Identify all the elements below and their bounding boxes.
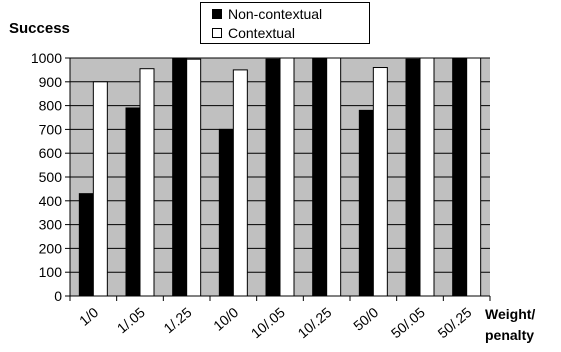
x-tick-label-0: 1/0 [76,304,101,329]
bar-non-contextual-6 [358,109,374,297]
bar-contextual-0 [92,81,108,297]
y-tick-label-0: 0 [54,288,62,304]
x-tick-label-5: 10/.25 [294,304,334,341]
bar-contextual-5 [326,57,342,297]
bar-non-contextual-1 [125,107,141,297]
y-tick-label-800: 800 [39,98,63,114]
legend: Non-contextual Contextual [200,2,370,44]
y-tick-label-1000: 1000 [31,50,62,66]
bar-non-contextual-0 [78,193,94,297]
bar-non-contextual-8 [452,57,468,297]
x-tick-label-1: 1/.05 [114,304,148,336]
bar-contextual-2 [186,58,202,297]
x-tick-label-3: 10/0 [210,304,241,334]
y-tick-label-600: 600 [39,145,63,161]
bar-non-contextual-7 [405,58,421,297]
bar-contextual-4 [279,57,295,297]
y-axis-title: Success [9,20,70,37]
legend-label-contextual: Contextual [228,24,295,41]
legend-item-contextual: Contextual [201,23,369,42]
y-tick-label-200: 200 [39,240,63,256]
x-tick-label-4: 10/.05 [248,304,288,341]
legend-item-non-contextual: Non-contextual [201,4,369,23]
bar-non-contextual-3 [218,128,234,297]
y-tick-label-700: 700 [39,121,63,137]
x-tick-label-6: 50/0 [350,304,381,334]
bar-contextual-6 [372,67,388,297]
y-tick-label-100: 100 [39,264,63,280]
x-tick-label-2: 1/.25 [160,304,194,336]
x-tick-label-8: 50/.25 [434,304,474,341]
legend-swatch-non-contextual [212,8,222,19]
y-tick-label-300: 300 [39,217,63,233]
bar-contextual-1 [139,68,155,297]
x-axis-title-line-1: Weight/ [485,306,536,322]
bar-contextual-8 [466,57,482,297]
y-tick-label-500: 500 [39,169,63,185]
x-axis-title: Weight/ penalty [485,304,555,346]
legend-label-non-contextual: Non-contextual [228,5,323,22]
bar-non-contextual-2 [172,57,188,297]
bar-contextual-3 [232,69,248,297]
y-tick-label-900: 900 [39,74,63,90]
legend-swatch-contextual [212,27,222,38]
x-tick-label-7: 50/.05 [388,304,428,341]
x-axis-title-line-2: penalty [485,327,535,343]
bar-non-contextual-5 [312,57,328,297]
bar-contextual-7 [419,57,435,297]
bar-non-contextual-4 [265,58,281,297]
y-tick-label-400: 400 [39,193,63,209]
